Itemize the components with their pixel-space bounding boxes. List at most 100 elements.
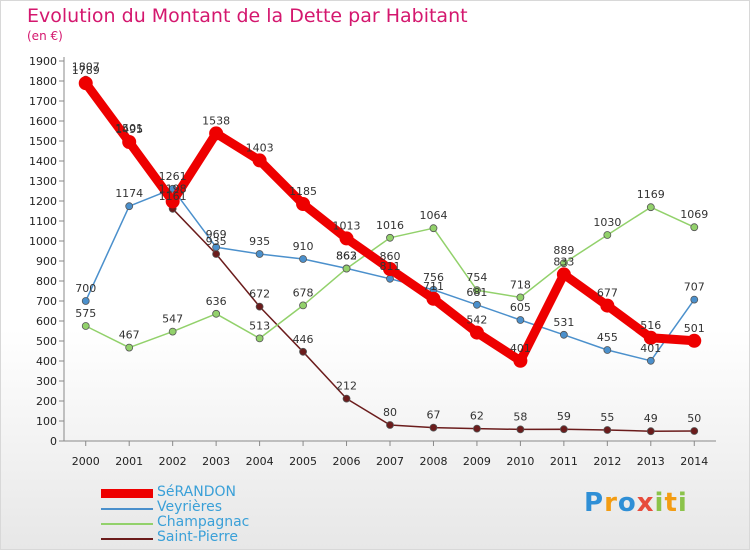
data-label-1: 910 (293, 240, 314, 253)
series-point-0 (165, 194, 180, 209)
data-label-1: 700 (75, 282, 96, 295)
y-tick-label: 1600 (29, 115, 57, 128)
y-tick-label: 0 (50, 435, 57, 448)
series-point-3 (559, 425, 568, 434)
y-tick-label: 300 (36, 375, 57, 388)
x-tick-label: 2011 (550, 455, 578, 468)
data-label-2: 636 (206, 295, 227, 308)
series-point-3 (646, 427, 655, 436)
data-label-1: 531 (553, 316, 574, 329)
data-label-1: 863 (336, 249, 357, 262)
data-label-1: 605 (510, 301, 531, 314)
y-tick-label: 700 (36, 295, 57, 308)
series-point-2 (212, 309, 221, 318)
data-label-0: 1403 (246, 141, 274, 154)
data-label-0: 677 (597, 287, 618, 300)
proxiti-logo: Proxiti (584, 488, 688, 518)
series-point-3 (386, 421, 394, 429)
series-point-0 (339, 231, 354, 246)
y-tick-label: 1400 (29, 155, 57, 168)
data-label-1: 935 (249, 235, 270, 248)
x-tick-label: 2005 (289, 455, 317, 468)
series-point-1 (212, 243, 221, 252)
data-label-3: 58 (513, 410, 527, 423)
y-tick-label: 1900 (29, 55, 57, 68)
series-point-2 (342, 264, 351, 273)
data-label-0: 1789 (72, 64, 100, 77)
logo-letter: r (604, 488, 618, 518)
data-label-3: 62 (470, 410, 484, 423)
data-label-2: 513 (249, 319, 270, 332)
series-point-2 (690, 223, 699, 232)
x-tick-label: 2004 (246, 455, 274, 468)
x-tick-label: 2007 (376, 455, 404, 468)
y-tick-label: 1700 (29, 95, 57, 108)
series-point-0 (426, 291, 441, 306)
data-label-0: 542 (466, 314, 487, 327)
series-point-0 (122, 135, 137, 149)
data-label-3: 446 (293, 333, 314, 346)
data-label-0: 516 (640, 319, 661, 332)
series-point-0 (252, 153, 267, 168)
data-label-3: 1501 (115, 122, 143, 135)
data-label-2: 1169 (637, 188, 665, 201)
series-point-1 (603, 346, 612, 354)
legend-swatch (101, 522, 153, 525)
series-point-2 (473, 286, 481, 295)
series-point-2 (168, 327, 177, 336)
series-point-1 (255, 250, 264, 258)
series-point-1 (646, 356, 655, 365)
series-point-2 (299, 301, 307, 310)
data-label-0: 401 (510, 342, 531, 355)
data-label-3: 49 (644, 412, 658, 425)
data-label-3: 50 (687, 412, 701, 425)
data-label-1: 756 (423, 271, 444, 284)
series-point-2 (429, 224, 438, 233)
y-tick-label: 1300 (29, 175, 57, 188)
data-label-2: 1016 (376, 219, 404, 232)
y-tick-label: 1800 (29, 75, 57, 88)
logo-letter: t (664, 488, 678, 518)
series-point-2 (81, 322, 90, 330)
data-label-2: 1069 (680, 208, 708, 221)
data-label-3: 55 (600, 411, 614, 424)
data-label-3: 1161 (159, 190, 187, 203)
series-point-0 (383, 262, 397, 276)
legend-label: SéRANDON (157, 484, 236, 500)
data-label-2: 575 (75, 307, 96, 320)
legend-label: Veyrières (157, 499, 223, 515)
data-label-0: 1538 (202, 114, 230, 127)
data-label-0: 833 (553, 255, 574, 268)
x-tick-label: 2010 (506, 455, 534, 468)
data-label-0: 1185 (289, 185, 317, 198)
data-label-3: 67 (426, 409, 440, 422)
x-tick-label: 2013 (637, 455, 665, 468)
y-tick-label: 400 (36, 355, 57, 368)
data-label-0: 1013 (333, 219, 361, 232)
y-tick-label: 200 (36, 395, 57, 408)
y-tick-label: 1200 (29, 195, 57, 208)
series-point-0 (469, 325, 484, 340)
x-tick-label: 2009 (463, 455, 491, 468)
data-label-2: 547 (162, 313, 183, 326)
series-point-1 (473, 300, 481, 309)
logo-letter: P (584, 488, 605, 518)
series-point-1 (81, 297, 90, 305)
x-tick-label: 2012 (593, 455, 621, 468)
series-point-0 (513, 353, 528, 368)
series-point-1 (299, 255, 307, 263)
data-label-2: 889 (553, 244, 574, 257)
y-tick-label: 800 (36, 275, 57, 288)
data-label-2: 754 (466, 271, 487, 284)
data-label-2: 1030 (593, 216, 621, 229)
chart-title: Evolution du Montant de la Dette par Hab… (27, 5, 468, 27)
data-label-1: 401 (640, 342, 661, 355)
y-tick-label: 100 (36, 415, 57, 428)
data-label-2: 467 (119, 329, 140, 342)
y-tick-label: 600 (36, 315, 57, 328)
series-point-2 (386, 233, 394, 242)
y-tick-label: 900 (36, 255, 57, 268)
series-point-0 (643, 330, 658, 345)
